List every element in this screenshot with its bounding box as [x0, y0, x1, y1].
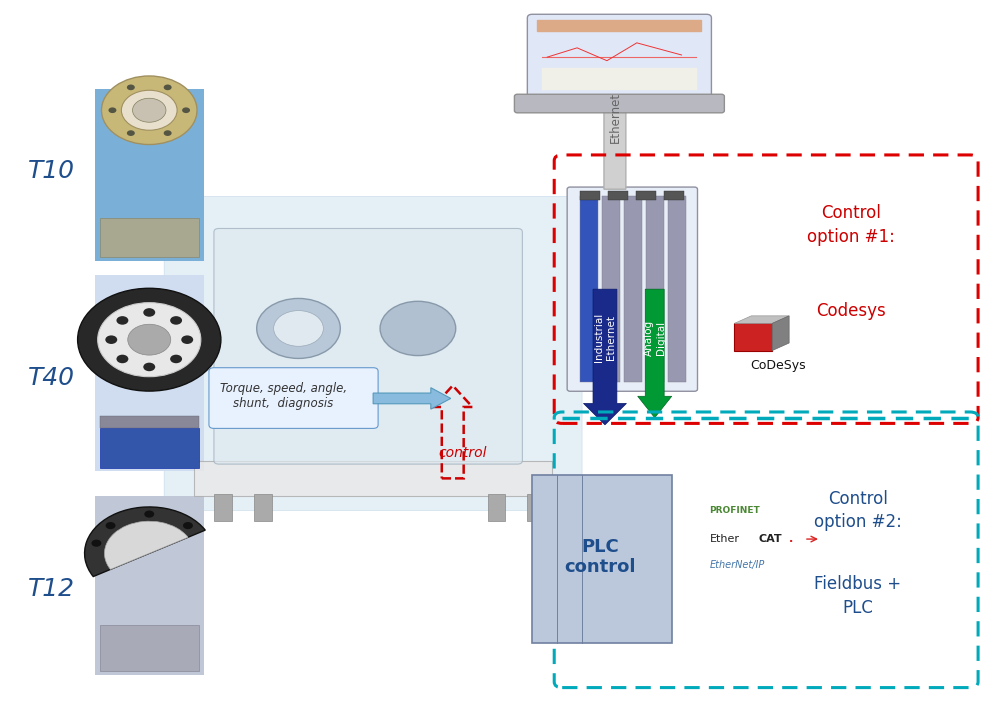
- FancyBboxPatch shape: [567, 187, 697, 391]
- Text: Control
option #2:: Control option #2:: [813, 490, 901, 531]
- Circle shape: [121, 90, 177, 130]
- Circle shape: [144, 511, 154, 518]
- FancyBboxPatch shape: [514, 94, 724, 113]
- Polygon shape: [582, 289, 626, 425]
- Circle shape: [108, 107, 116, 113]
- FancyBboxPatch shape: [214, 228, 522, 464]
- Text: PROFINET: PROFINET: [709, 506, 759, 515]
- Text: .: .: [788, 534, 792, 544]
- Text: Industrial
Ethernet: Industrial Ethernet: [593, 313, 615, 362]
- Bar: [623, 196, 641, 382]
- Wedge shape: [84, 507, 205, 577]
- Polygon shape: [771, 316, 788, 351]
- Circle shape: [143, 363, 155, 371]
- FancyArrow shape: [373, 388, 450, 409]
- Text: Ethernet: Ethernet: [607, 92, 621, 144]
- Circle shape: [78, 288, 221, 391]
- Text: CoDeSys: CoDeSys: [749, 359, 805, 372]
- Bar: [601, 196, 619, 382]
- Bar: [607, 191, 627, 200]
- FancyBboxPatch shape: [527, 14, 711, 100]
- Text: CAT: CAT: [757, 534, 781, 544]
- Text: T10: T10: [28, 159, 75, 183]
- Bar: [487, 494, 505, 521]
- FancyBboxPatch shape: [532, 475, 671, 643]
- Circle shape: [380, 301, 455, 356]
- Circle shape: [91, 540, 101, 547]
- Text: Ether: Ether: [709, 534, 739, 544]
- Circle shape: [132, 99, 166, 122]
- Circle shape: [143, 308, 155, 317]
- Bar: [94, 275, 204, 471]
- Bar: [667, 196, 685, 382]
- Bar: [580, 191, 599, 200]
- Circle shape: [170, 316, 182, 325]
- Text: PLC
control: PLC control: [564, 538, 635, 576]
- Bar: [99, 428, 199, 468]
- Circle shape: [170, 355, 182, 363]
- Text: EtherNet/IP: EtherNet/IP: [709, 560, 764, 570]
- Bar: [99, 218, 199, 257]
- Circle shape: [163, 84, 171, 90]
- Circle shape: [116, 355, 128, 363]
- Circle shape: [163, 130, 171, 136]
- Circle shape: [97, 303, 201, 377]
- Polygon shape: [637, 289, 671, 418]
- Circle shape: [273, 311, 323, 346]
- Circle shape: [105, 522, 115, 529]
- Bar: [94, 496, 204, 675]
- Bar: [99, 625, 199, 671]
- Polygon shape: [734, 316, 788, 323]
- Circle shape: [183, 522, 193, 529]
- Bar: [734, 323, 771, 351]
- Circle shape: [101, 76, 197, 144]
- Bar: [94, 89, 204, 261]
- Text: Analog
Digital: Analog Digital: [643, 320, 665, 356]
- Bar: [99, 416, 199, 428]
- Text: Codesys: Codesys: [815, 301, 885, 320]
- Bar: [645, 196, 663, 382]
- Circle shape: [126, 130, 134, 136]
- Wedge shape: [104, 521, 188, 570]
- Text: Torque, speed, angle,
shunt,  diagnosis: Torque, speed, angle, shunt, diagnosis: [220, 382, 347, 411]
- Circle shape: [116, 316, 128, 325]
- Circle shape: [105, 336, 117, 344]
- Text: T40: T40: [28, 366, 75, 391]
- FancyBboxPatch shape: [209, 368, 378, 428]
- Text: control: control: [438, 446, 486, 461]
- Circle shape: [127, 324, 171, 355]
- Bar: [527, 494, 545, 521]
- Bar: [253, 494, 271, 521]
- Circle shape: [182, 107, 190, 113]
- Circle shape: [181, 336, 193, 344]
- Bar: [194, 461, 552, 496]
- Bar: [663, 191, 683, 200]
- Bar: [635, 191, 655, 200]
- Text: Control
option #1:: Control option #1:: [806, 204, 894, 246]
- Circle shape: [256, 298, 340, 358]
- Text: Fieldbus +
PLC: Fieldbus + PLC: [813, 575, 901, 617]
- Bar: [580, 196, 597, 382]
- Bar: [214, 494, 232, 521]
- Circle shape: [127, 84, 135, 90]
- Text: T12: T12: [28, 577, 75, 601]
- FancyBboxPatch shape: [164, 196, 581, 511]
- Polygon shape: [595, 84, 633, 189]
